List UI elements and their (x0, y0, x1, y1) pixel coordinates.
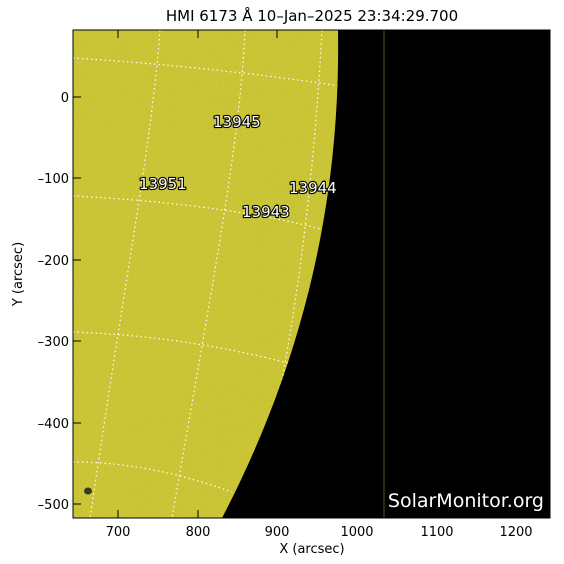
active-region-labels: 13945 13951 13944 13943 (138, 112, 338, 222)
y-tick-label: –100 (38, 172, 69, 187)
ar-label: 13943 (242, 203, 290, 221)
y-tick-label: 0 (61, 91, 69, 106)
y-tick-label: –400 (38, 417, 69, 432)
x-tick-label: 1200 (499, 525, 532, 540)
sunspot (84, 487, 92, 495)
x-axis-label: X (arcsec) (279, 542, 344, 557)
y-tick-label: –500 (38, 498, 69, 513)
ar-label: 13945 (213, 113, 261, 131)
plot-title: HMI 6173 Å 10–Jan–2025 23:34:29.700 (166, 6, 458, 25)
latitude-grid (73, 57, 339, 493)
plot-frame (72, 29, 551, 519)
y-tick-label: –200 (38, 254, 69, 269)
y-tick-label: –300 (38, 335, 69, 350)
x-tick-label: 800 (186, 525, 211, 540)
y-tick-labels: 0 –100 –200 –300 –400 –500 (38, 91, 69, 513)
x-tick-label: 700 (106, 525, 131, 540)
x-axis (117, 30, 517, 518)
x-tick-label: 900 (265, 525, 290, 540)
ar-label: 13944 (289, 179, 337, 197)
y-axis (73, 96, 550, 505)
x-tick-label: 1000 (340, 525, 373, 540)
ar-label: 13951 (139, 175, 187, 193)
plot-area (73, 30, 550, 518)
y-axis-label: Y (arcsec) (11, 242, 26, 307)
x-tick-label: 1100 (420, 525, 453, 540)
x-tick-labels: 700 800 900 1000 1100 1200 (106, 525, 533, 540)
watermark: SolarMonitor.org (388, 490, 544, 512)
